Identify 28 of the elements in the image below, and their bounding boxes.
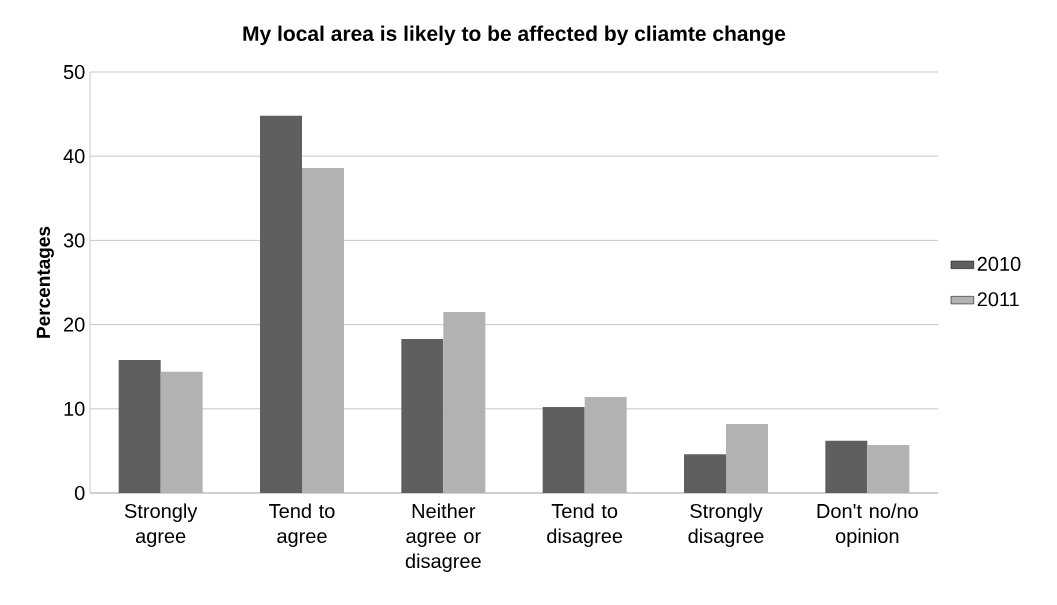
y-tick-label: 10 (64, 401, 85, 416)
x-tick-label: Tend to disagree (547, 503, 623, 548)
bar (542, 407, 585, 493)
bar (401, 338, 444, 493)
bar (443, 311, 486, 493)
x-tick-label: Neither agree or disagree (405, 503, 481, 573)
chart-title: My local area is likely to be affected by cliamte change (243, 25, 786, 46)
bar (118, 359, 161, 493)
bar (302, 167, 345, 493)
bar (260, 115, 303, 493)
x-tick-label: Strongly disagree (688, 503, 764, 548)
bar (825, 440, 868, 493)
legend-label: 2010 (977, 256, 1021, 272)
y-axis-title: Percentages (36, 226, 54, 338)
y-tick-label: 30 (63, 233, 85, 248)
bar (867, 444, 910, 493)
x-tick-label: Strongly agree (124, 503, 198, 548)
bar (726, 423, 769, 493)
y-tick-label: 20 (64, 317, 85, 332)
bar (684, 454, 727, 493)
y-tick-label: 0 (74, 485, 85, 501)
bar (160, 371, 203, 493)
bar (584, 397, 627, 493)
y-tick-label: 50 (63, 64, 85, 80)
y-tick-label: 40 (63, 149, 85, 164)
legend-label: 2011 (977, 292, 1019, 307)
x-tick-label: Don't no/no opinion (817, 503, 918, 548)
x-tick-label: Tend to agree (269, 503, 335, 548)
